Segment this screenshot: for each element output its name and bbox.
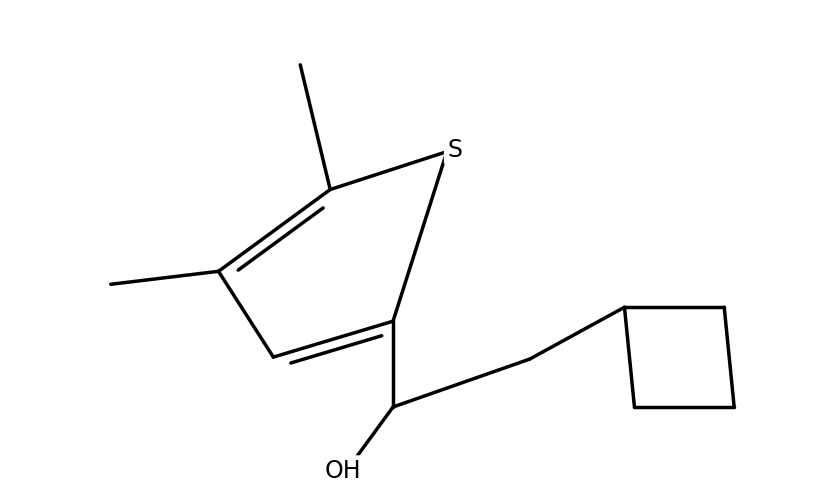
Text: OH: OH	[324, 459, 361, 483]
Text: S: S	[447, 138, 462, 162]
